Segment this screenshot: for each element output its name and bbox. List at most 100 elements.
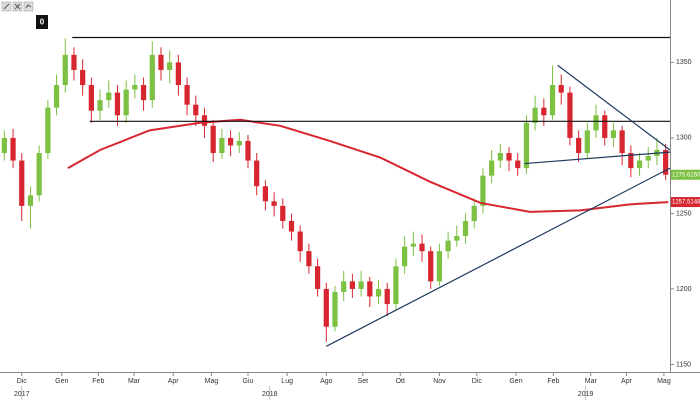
x-tick-label: Gen [55,378,68,385]
candle-body [480,175,486,206]
candle-body [314,266,321,289]
candle-body [497,153,503,161]
candle-body [254,160,260,187]
tool-icon-glyph [3,3,10,10]
candle-body [549,85,556,116]
candle-body [71,54,77,70]
x-tick-label: Giu [243,378,254,385]
candle-body [114,92,121,116]
candle-body [454,236,460,241]
y-tick-label: 1150 [676,361,691,368]
trend-line [326,167,671,347]
price-label-box [671,197,700,208]
candle-body [645,156,651,161]
candle-body [523,122,530,169]
candle-body [201,115,208,126]
candle-body [506,153,512,161]
year-tick-label: 2019 [578,391,594,398]
candle-body [62,54,68,86]
candle-body [1,137,7,154]
candle-body [219,137,225,154]
x-tick-label: Mar [128,378,141,385]
candle-body [297,231,303,252]
candle-body [306,251,312,267]
candle-body [123,89,129,116]
candle-body [619,130,625,154]
candle-body [471,205,477,221]
candle-body [602,115,608,138]
candle-body [19,160,25,206]
candle-body [36,153,42,196]
x-tick-label: Lug [281,378,293,385]
tool-icon[interactable] [23,1,34,12]
candle-body [80,69,86,86]
candle-body [375,288,382,297]
candle-body [45,107,51,154]
candle-body [349,281,356,289]
price-label-box [671,169,700,180]
candle-body [88,85,94,111]
candle-body [462,220,469,237]
x-tick-label: Mag [205,378,219,385]
candle-body [193,104,199,116]
price-label: 1257.5148 [672,200,700,206]
candle-body [10,137,16,161]
y-tick-label: 1250 [676,210,692,217]
x-tick-label: Feb [92,378,104,385]
x-tick-label: Set [358,378,369,385]
x-tick-label: Nov [433,378,446,385]
candle-body [227,137,234,146]
candle-body [184,85,190,105]
x-tick-label: Mag [657,378,671,385]
year-tick-label: 2018 [262,391,278,398]
candle-body [402,246,408,267]
candle-body [628,153,634,169]
candle-body [158,54,164,70]
x-tick-label: Dic [17,378,28,385]
candle-body [132,85,138,90]
price-label: 1275.6150 [672,172,700,178]
badge-box[interactable] [36,15,48,29]
x-tick-label: Ott [396,378,405,385]
candle-body [149,54,155,101]
candle-body [610,130,617,138]
candle-body [593,115,599,131]
candle-body [515,160,521,169]
y-tick-label: 1200 [676,286,692,293]
candle-body [271,201,277,206]
candle-body [367,281,373,297]
candle-body [210,125,216,154]
trend-line [524,151,671,165]
candle-body [576,137,582,154]
badge-text: 0 [40,18,45,27]
candle-body [636,160,643,169]
candle-body [532,107,538,123]
candle-body [489,160,495,176]
y-tick-label: 1350 [676,59,692,66]
candle-body [140,85,147,101]
candle-body [280,205,286,221]
candle-body [358,281,364,289]
x-tick-label: Mar [585,378,598,385]
candle-body [332,291,338,327]
candle-body [53,85,60,108]
candle-body [428,251,434,282]
candle-body [341,281,347,292]
candle-body [27,195,34,206]
candle-body [175,62,181,86]
candle-body [393,266,399,305]
candle-body [584,130,590,154]
tool-icon-glyph [14,3,21,10]
candle-body [167,62,173,70]
toolbar: 0 [1,1,48,29]
x-tick-label: Gen [509,378,522,385]
x-tick-label: Ago [320,378,333,385]
candle-body [541,107,547,116]
candle-body [384,288,390,305]
candle-body [262,186,268,202]
tool-icon-glyph [25,4,32,9]
candle-body [97,100,103,111]
candle-body [419,243,425,252]
